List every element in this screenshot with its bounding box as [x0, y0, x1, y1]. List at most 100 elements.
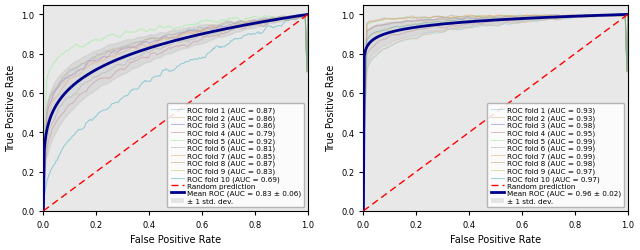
ROC fold 2 (AUC = 0.93)	[599, 15, 607, 18]
ROC fold 9 (AUC = 0.83)	[262, 19, 270, 22]
ROC fold 1 (AUC = 0.93)	[516, 22, 524, 25]
ROC fold 6 (AUC = 0.81)	[202, 36, 209, 38]
ROC fold 4 (AUC = 0.79)	[40, 178, 48, 181]
ROC fold 1 (AUC = 0.87)	[202, 28, 209, 30]
ROC fold 6 (AUC = 0.99)	[522, 16, 529, 18]
Line: ROC fold 4 (AUC = 0.95): ROC fold 4 (AUC = 0.95)	[364, 15, 628, 211]
ROC fold 2 (AUC = 0.86)	[279, 17, 287, 20]
ROC fold 2 (AUC = 0.86)	[304, 14, 312, 17]
ROC fold 8 (AUC = 0.98)	[516, 17, 524, 20]
ROC fold 5 (AUC = 0.92)	[196, 21, 204, 24]
ROC fold 4 (AUC = 0.79)	[262, 24, 270, 27]
Mean ROC (AUC = 0.83 ± 0.06)	[202, 32, 209, 35]
ROC fold 5 (AUC = 0.92)	[40, 136, 48, 139]
ROC fold 1 (AUC = 0.87)	[279, 17, 287, 20]
ROC fold 3 (AUC = 0.86)	[40, 158, 48, 161]
ROC fold 10 (AUC = 0.69)	[279, 23, 287, 26]
ROC fold 3 (AUC = 0.86)	[279, 18, 287, 21]
ROC fold 1 (AUC = 0.87)	[304, 14, 312, 17]
Mean ROC (AUC = 0.96 ± 0.02)	[360, 210, 367, 212]
ROC fold 3 (AUC = 0.98)	[516, 18, 524, 21]
ROC fold 7 (AUC = 0.85)	[262, 21, 270, 24]
ROC fold 10 (AUC = 0.69)	[262, 27, 270, 30]
X-axis label: False Positive Rate: False Positive Rate	[450, 234, 541, 244]
ROC fold 5 (AUC = 0.99)	[582, 14, 590, 17]
ROC fold 1 (AUC = 0.87)	[40, 210, 47, 212]
Mean ROC (AUC = 0.96 ± 0.02)	[522, 18, 529, 21]
Legend: ROC fold 1 (AUC = 0.87), ROC fold 2 (AUC = 0.86), ROC fold 3 (AUC = 0.86), ROC f: ROC fold 1 (AUC = 0.87), ROC fold 2 (AUC…	[167, 104, 304, 208]
ROC fold 1 (AUC = 0.93)	[599, 15, 607, 18]
ROC fold 3 (AUC = 0.98)	[360, 108, 368, 111]
ROC fold 9 (AUC = 0.83)	[279, 18, 287, 21]
ROC fold 2 (AUC = 0.86)	[202, 32, 209, 34]
ROC fold 4 (AUC = 0.79)	[279, 18, 287, 21]
ROC fold 7 (AUC = 0.99)	[582, 15, 590, 18]
ROC fold 8 (AUC = 0.98)	[522, 15, 529, 18]
ROC fold 5 (AUC = 0.99)	[624, 14, 632, 17]
ROC fold 10 (AUC = 0.97)	[360, 210, 367, 212]
ROC fold 6 (AUC = 0.81)	[279, 18, 287, 21]
ROC fold 2 (AUC = 0.86)	[196, 27, 204, 30]
ROC fold 6 (AUC = 0.81)	[262, 22, 270, 25]
ROC fold 10 (AUC = 0.97)	[624, 14, 632, 17]
X-axis label: False Positive Rate: False Positive Rate	[130, 234, 221, 244]
ROC fold 7 (AUC = 0.99)	[517, 16, 525, 19]
ROC fold 3 (AUC = 0.86)	[197, 31, 205, 34]
ROC fold 6 (AUC = 0.99)	[599, 15, 607, 18]
ROC fold 9 (AUC = 0.83)	[40, 168, 48, 171]
ROC fold 7 (AUC = 0.85)	[40, 164, 48, 167]
ROC fold 7 (AUC = 0.99)	[360, 210, 367, 212]
Line: ROC fold 3 (AUC = 0.86): ROC fold 3 (AUC = 0.86)	[44, 15, 308, 211]
ROC fold 9 (AUC = 0.97)	[522, 16, 529, 18]
ROC fold 4 (AUC = 0.79)	[40, 210, 47, 212]
ROC fold 10 (AUC = 0.97)	[517, 18, 525, 21]
ROC fold 5 (AUC = 0.92)	[202, 20, 209, 23]
ROC fold 2 (AUC = 0.86)	[40, 159, 48, 162]
ROC fold 9 (AUC = 0.83)	[304, 14, 312, 17]
ROC fold 5 (AUC = 0.99)	[360, 210, 367, 212]
ROC fold 9 (AUC = 0.83)	[197, 32, 205, 34]
ROC fold 4 (AUC = 0.95)	[582, 15, 590, 18]
Mean ROC (AUC = 0.96 ± 0.02)	[517, 18, 525, 21]
ROC fold 10 (AUC = 0.69)	[202, 57, 209, 60]
ROC fold 6 (AUC = 0.99)	[360, 104, 368, 107]
ROC fold 8 (AUC = 0.87)	[304, 14, 312, 17]
ROC fold 2 (AUC = 0.86)	[262, 19, 270, 22]
ROC fold 5 (AUC = 0.99)	[516, 15, 524, 18]
ROC fold 6 (AUC = 0.81)	[40, 175, 48, 178]
ROC fold 5 (AUC = 0.92)	[304, 14, 312, 17]
ROC fold 8 (AUC = 0.87)	[40, 156, 48, 160]
ROC fold 10 (AUC = 0.69)	[197, 58, 205, 61]
ROC fold 3 (AUC = 0.86)	[202, 28, 209, 31]
ROC fold 6 (AUC = 0.99)	[360, 210, 367, 212]
ROC fold 9 (AUC = 0.97)	[582, 15, 590, 18]
Line: ROC fold 2 (AUC = 0.86): ROC fold 2 (AUC = 0.86)	[44, 15, 308, 211]
ROC fold 2 (AUC = 0.93)	[517, 22, 525, 25]
ROC fold 8 (AUC = 0.87)	[262, 18, 270, 21]
Line: ROC fold 6 (AUC = 0.81): ROC fold 6 (AUC = 0.81)	[44, 15, 308, 211]
ROC fold 6 (AUC = 0.81)	[196, 34, 204, 37]
ROC fold 4 (AUC = 0.79)	[196, 39, 204, 42]
ROC fold 10 (AUC = 0.97)	[599, 15, 607, 18]
ROC fold 8 (AUC = 0.87)	[279, 16, 287, 20]
ROC fold 9 (AUC = 0.97)	[516, 18, 524, 21]
ROC fold 4 (AUC = 0.79)	[304, 14, 312, 17]
ROC fold 4 (AUC = 0.95)	[522, 18, 529, 21]
Mean ROC (AUC = 0.96 ± 0.02)	[516, 18, 524, 21]
ROC fold 3 (AUC = 0.98)	[599, 16, 607, 18]
ROC fold 7 (AUC = 0.85)	[40, 210, 47, 212]
Legend: ROC fold 1 (AUC = 0.93), ROC fold 2 (AUC = 0.93), ROC fold 3 (AUC = 0.98), ROC f: ROC fold 1 (AUC = 0.93), ROC fold 2 (AUC…	[487, 104, 624, 208]
Line: ROC fold 1 (AUC = 0.93): ROC fold 1 (AUC = 0.93)	[364, 15, 628, 211]
ROC fold 1 (AUC = 0.87)	[197, 26, 205, 29]
Line: ROC fold 10 (AUC = 0.69): ROC fold 10 (AUC = 0.69)	[44, 15, 308, 211]
ROC fold 7 (AUC = 0.85)	[197, 32, 205, 34]
ROC fold 7 (AUC = 0.85)	[202, 30, 209, 33]
ROC fold 5 (AUC = 0.92)	[279, 16, 287, 20]
ROC fold 8 (AUC = 0.98)	[360, 108, 368, 111]
ROC fold 1 (AUC = 0.93)	[517, 21, 525, 24]
Line: ROC fold 9 (AUC = 0.97): ROC fold 9 (AUC = 0.97)	[364, 15, 628, 211]
ROC fold 2 (AUC = 0.93)	[360, 210, 367, 212]
ROC fold 5 (AUC = 0.99)	[599, 14, 607, 17]
ROC fold 10 (AUC = 0.97)	[582, 15, 590, 18]
ROC fold 1 (AUC = 0.87)	[40, 155, 48, 158]
